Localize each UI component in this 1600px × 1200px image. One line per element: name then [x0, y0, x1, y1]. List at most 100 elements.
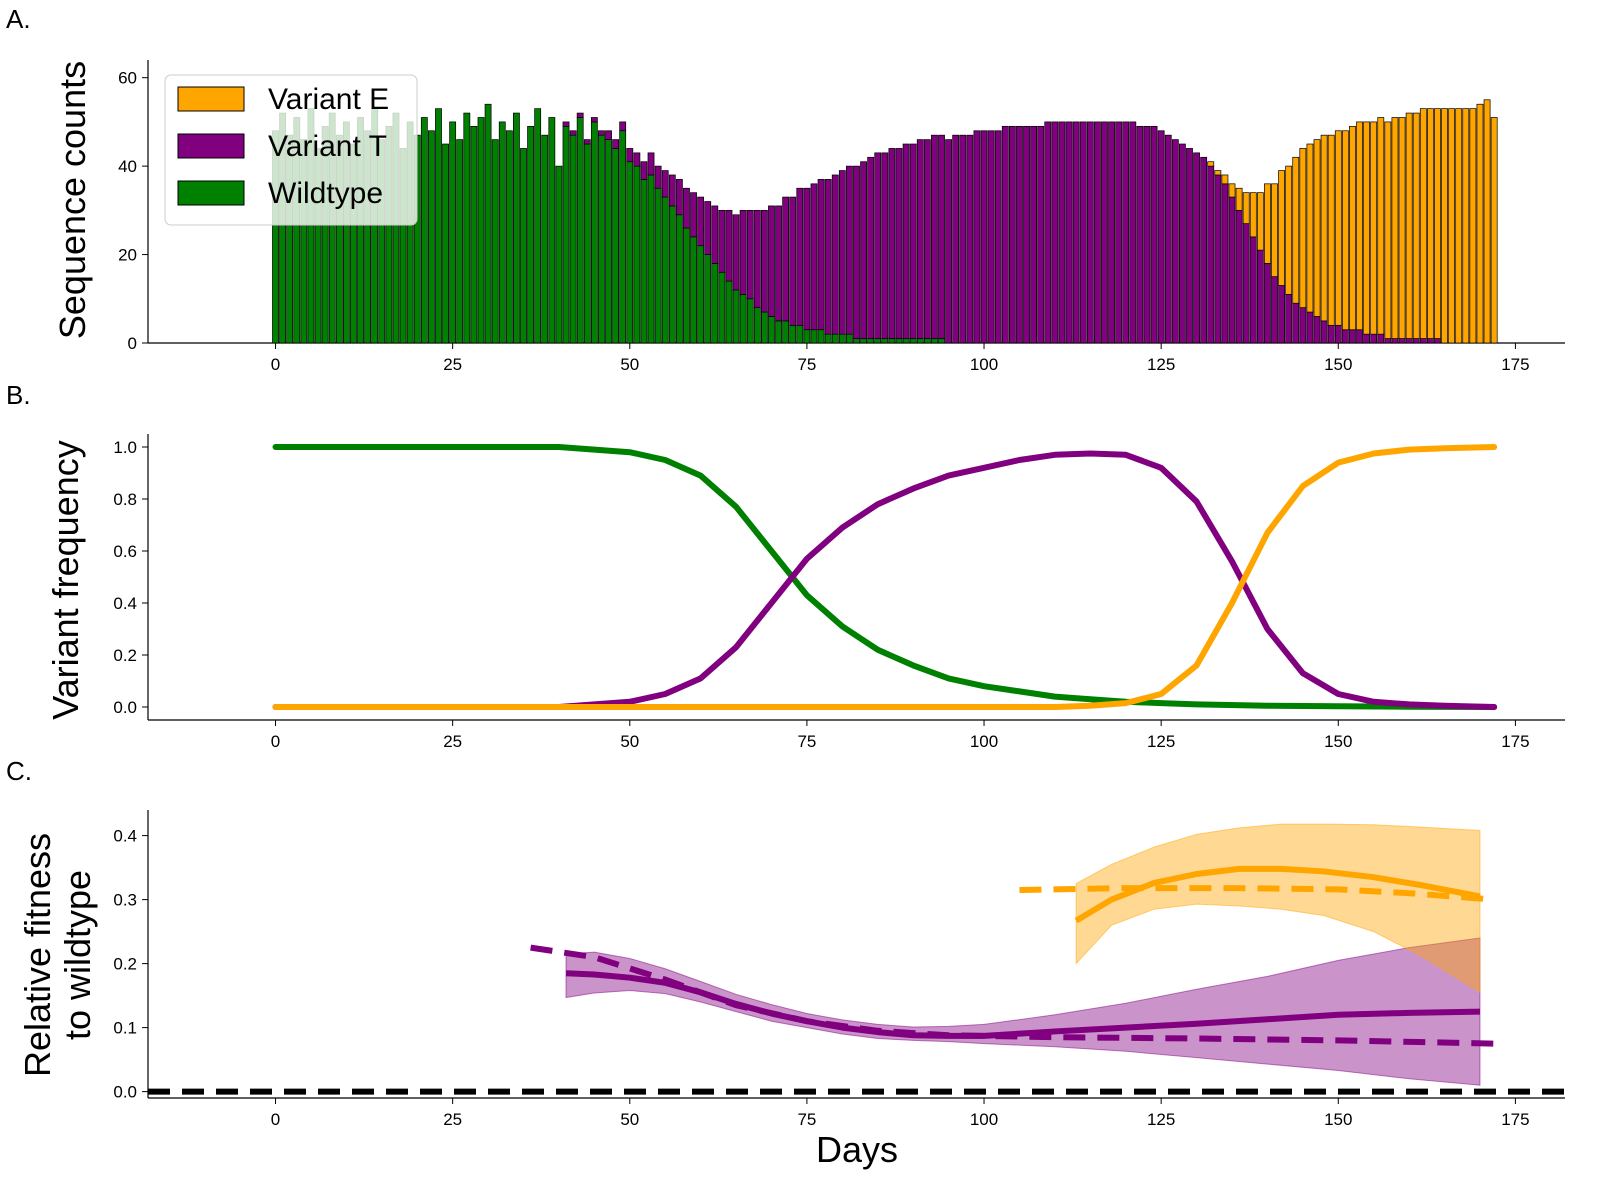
bar-variant-t: [895, 148, 903, 339]
bar-wildtype: [739, 294, 747, 344]
panel-c-x-tick-label: 150: [1324, 1110, 1352, 1129]
bar-wildtype: [527, 125, 534, 344]
bar-variant-t: [1086, 121, 1094, 344]
panel-a-x-tick-label: 125: [1147, 355, 1175, 374]
panel-b-x-tick-label: 50: [620, 732, 639, 751]
bar-variant-t: [1327, 324, 1335, 344]
bar-variant-t: [683, 187, 690, 229]
bar-wildtype: [923, 338, 931, 344]
bar-variant-e: [1334, 130, 1342, 326]
bar-wildtype: [420, 117, 428, 344]
legend-swatch-variant-e: [177, 86, 245, 112]
bar-variant-t: [1398, 338, 1406, 344]
bar-wildtype: [909, 338, 917, 344]
bar-wildtype: [548, 117, 556, 344]
bar-wildtype: [697, 245, 705, 344]
bar-variant-t: [1207, 165, 1215, 344]
panel-c-x-axis-title: Days: [816, 1129, 898, 1170]
bar-variant-t: [1377, 333, 1385, 344]
bar-variant-t: [1228, 196, 1236, 344]
bar-variant-t: [1072, 121, 1080, 344]
bar-variant-t: [789, 196, 797, 326]
bar-wildtype: [775, 320, 782, 344]
bar-variant-t: [576, 112, 584, 118]
bar-variant-t: [923, 139, 931, 339]
bar-wildtype: [803, 329, 811, 344]
bar-variant-t: [598, 130, 605, 136]
bar-variant-t: [1221, 183, 1229, 344]
bar-variant-t: [647, 152, 655, 176]
panel-c-panel-label: C.: [6, 756, 32, 786]
bar-variant-t: [711, 205, 719, 264]
panel-b-x-tick-label: 175: [1501, 732, 1529, 751]
bar-wildtype: [753, 307, 761, 344]
bar-variant-t: [1412, 338, 1420, 344]
dashed-line-variant-e: [1019, 885, 1495, 903]
panel-c-x-tick-label: 100: [970, 1110, 998, 1129]
bar-variant-t: [1051, 121, 1059, 344]
bar-variant-e: [1285, 165, 1293, 295]
bar-wildtype: [902, 338, 910, 344]
panel-c-y-axis-title: Relative fitnessto wildtype: [17, 833, 98, 1077]
panel-b-x-tick-label: 0: [271, 732, 280, 751]
bar-wildtype: [534, 108, 542, 344]
bar-variant-t: [1108, 121, 1115, 344]
bar-variant-t: [612, 139, 620, 149]
panel-c-x-tick-label: 50: [620, 1110, 639, 1129]
bar-variant-t: [1030, 125, 1038, 344]
panel-b-x-tick-label: 100: [970, 732, 998, 751]
bar-wildtype: [612, 148, 620, 344]
legend-label: Wildtype: [268, 177, 383, 210]
bar-variant-t: [675, 179, 683, 216]
bar-variant-t: [633, 152, 641, 167]
bar-variant-e: [1256, 192, 1264, 251]
bar-variant-t: [661, 170, 669, 198]
bar-wildtype: [824, 333, 832, 344]
panel-a-y-tick-label: 60: [118, 69, 137, 88]
bar-wildtype: [931, 338, 938, 344]
bar-wildtype: [442, 143, 449, 344]
bar-wildtype: [654, 187, 662, 344]
bar-variant-t: [831, 174, 839, 335]
bar-wildtype: [675, 214, 683, 344]
bar-variant-t: [1065, 121, 1073, 344]
bar-wildtype: [484, 103, 492, 344]
bar-variant-t: [1093, 121, 1101, 344]
panel-c-x-tick-label: 0: [271, 1110, 280, 1129]
bar-wildtype: [555, 165, 563, 344]
bar-variant-t: [796, 187, 804, 326]
bar-variant-e: [1292, 156, 1300, 304]
bar-variant-t: [803, 187, 811, 331]
panel-b-y-tick-label: 0.2: [113, 646, 137, 665]
line-variant-e: [1074, 865, 1481, 924]
bar-variant-t: [1214, 174, 1222, 344]
bar-variant-t: [1235, 209, 1243, 344]
bar-variant-t: [583, 139, 591, 145]
bar-variant-t: [959, 134, 967, 344]
panel-c-x-tick-label: 25: [443, 1110, 462, 1129]
bar-variant-t: [1320, 320, 1328, 344]
panel-c-x-tick-label: 125: [1147, 1110, 1175, 1129]
bar-wildtype: [569, 134, 577, 344]
bar-variant-t: [810, 183, 818, 331]
bar-wildtype: [661, 196, 669, 344]
bar-variant-t: [987, 130, 995, 344]
bar-variant-t: [605, 130, 612, 140]
bar-wildtype: [746, 298, 754, 344]
panel-a-y-tick-label: 0: [128, 334, 137, 353]
bar-wildtype: [647, 174, 655, 344]
bar-variant-t: [753, 209, 761, 308]
bar-variant-e: [1341, 130, 1349, 331]
bar-variant-t: [1157, 130, 1165, 344]
bar-variant-t: [1278, 285, 1285, 344]
bar-variant-t: [824, 179, 832, 335]
bar-variant-t: [1143, 125, 1151, 344]
panel-c-y-tick-label: 0.0: [113, 1083, 137, 1102]
bar-wildtype: [590, 121, 598, 344]
bar-variant-t: [1434, 338, 1441, 344]
panel-a-x-tick-label: 150: [1324, 355, 1352, 374]
bar-variant-t: [938, 134, 945, 339]
legend-label: Variant T: [268, 130, 387, 163]
bar-variant-t: [1016, 125, 1023, 344]
bar-wildtype: [491, 139, 499, 344]
